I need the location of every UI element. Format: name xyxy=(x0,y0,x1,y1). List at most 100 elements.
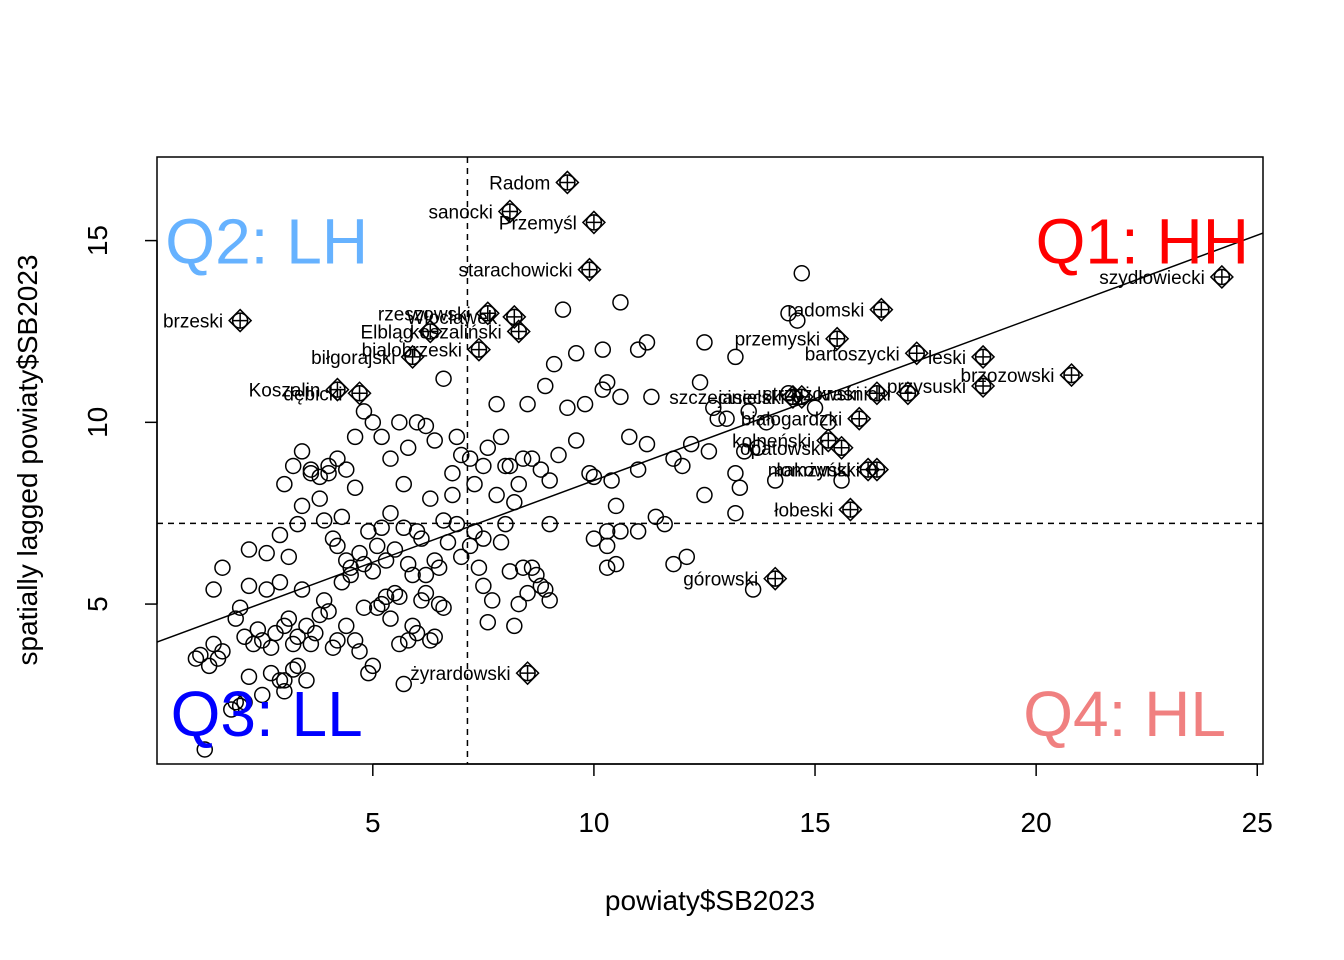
data-point xyxy=(621,428,638,446)
influential-point: brzeski xyxy=(163,308,253,333)
data-point xyxy=(192,646,209,664)
point-label: opatowski xyxy=(740,439,825,460)
data-point xyxy=(492,534,510,551)
data-point xyxy=(333,508,351,526)
data-point xyxy=(727,464,744,482)
influential-point: brzozowski xyxy=(961,363,1084,388)
point-label: biłgorajski xyxy=(311,348,395,369)
data-point xyxy=(435,370,452,387)
influential-diamond xyxy=(971,344,996,369)
data-point xyxy=(435,599,452,616)
influential-point: Przemyśl xyxy=(499,210,606,235)
data-point xyxy=(298,672,315,689)
influential-point: starachowicki xyxy=(458,257,602,282)
data-point xyxy=(430,559,448,576)
data-point xyxy=(532,461,550,478)
point-label: bialobrzeski xyxy=(362,341,462,362)
data-point xyxy=(594,341,612,358)
y-axis-label: spatially lagged powiaty$SB2023 xyxy=(12,255,43,666)
data-point xyxy=(373,428,390,446)
point-label: kolneński xyxy=(732,432,811,453)
data-point xyxy=(227,610,244,627)
data-point xyxy=(351,544,368,562)
influential-point: bartoszycki xyxy=(805,341,929,366)
influential-diamond xyxy=(864,457,889,482)
influential-plus xyxy=(851,411,867,427)
quadrant-labels: Q1: HH Q2: LH Q3: LL Q4: HL xyxy=(165,206,1249,751)
data-point xyxy=(271,526,289,544)
influential-diamond xyxy=(1059,363,1084,388)
data-point xyxy=(581,464,598,482)
influential-diamond xyxy=(497,199,522,224)
data-point xyxy=(395,475,413,493)
data-point xyxy=(567,432,585,449)
point-label: łomżyński xyxy=(777,461,860,482)
data-point xyxy=(320,464,337,482)
influential-plus xyxy=(506,309,522,325)
influential-point: opatowski xyxy=(740,435,854,460)
influential-plus xyxy=(794,389,810,405)
influential-plus xyxy=(873,302,889,318)
influential-plus xyxy=(232,313,248,329)
influential-diamond xyxy=(581,210,606,235)
data-point xyxy=(461,537,479,555)
data-point xyxy=(338,617,355,635)
data-point xyxy=(342,566,359,584)
influential-diamond xyxy=(555,170,580,195)
data-point xyxy=(523,450,541,467)
x-tick-label: 10 xyxy=(578,807,609,838)
reference-lines xyxy=(157,157,1263,764)
data-point xyxy=(293,581,311,598)
point-label: brzeski xyxy=(163,312,223,333)
data-point xyxy=(506,617,523,635)
data-point xyxy=(245,635,262,653)
data-point xyxy=(231,697,249,715)
influential-point: kolneński xyxy=(732,428,841,453)
data-point xyxy=(612,523,629,540)
influential-diamond xyxy=(347,381,372,406)
point-label: Przemyśl xyxy=(499,213,577,234)
data-point xyxy=(731,479,749,497)
data-point xyxy=(603,472,620,489)
influential-point: przemyski xyxy=(735,326,850,351)
influential-diamond xyxy=(847,406,872,431)
data-point xyxy=(488,395,505,413)
data-point xyxy=(537,377,554,395)
data-point xyxy=(541,592,558,609)
influential-diamond xyxy=(895,381,920,406)
data-point xyxy=(766,472,784,489)
data-point xyxy=(338,461,355,478)
data-point xyxy=(696,334,713,351)
data-point xyxy=(284,661,302,678)
influential-point: kraśnicki xyxy=(817,381,920,406)
influential-plus xyxy=(869,462,885,478)
data-point xyxy=(293,443,311,460)
influential-point: łobeski xyxy=(774,497,863,522)
data-point xyxy=(758,414,775,431)
data-point xyxy=(293,497,311,515)
data-point xyxy=(373,519,390,536)
quadrant-label-q1: Q1: HH xyxy=(1036,206,1249,278)
data-point xyxy=(307,624,324,642)
data-point xyxy=(426,628,443,646)
data-point xyxy=(240,668,258,686)
influential-point: rzeszowski xyxy=(378,301,500,326)
data-point xyxy=(682,435,700,453)
influential-point: górowski xyxy=(683,566,788,591)
data-point xyxy=(311,468,328,486)
data-point xyxy=(444,486,461,504)
influential-plus xyxy=(842,502,858,518)
data-point xyxy=(727,504,744,522)
data-point xyxy=(284,457,302,475)
influential-plus xyxy=(869,385,885,401)
y-axis: 5 10 15 xyxy=(82,225,158,612)
data-point xyxy=(709,410,726,427)
data-point xyxy=(391,588,408,606)
data-point xyxy=(315,592,333,609)
quadrant-label-q4: Q4: HL xyxy=(1023,678,1226,750)
influential-diamond xyxy=(971,373,996,399)
point-label: górowski xyxy=(683,570,758,591)
data-point xyxy=(545,355,563,373)
data-point xyxy=(253,686,271,704)
data-point xyxy=(311,606,328,624)
